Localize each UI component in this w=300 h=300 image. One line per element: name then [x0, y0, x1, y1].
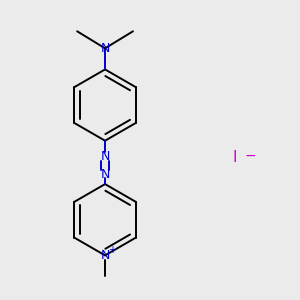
Text: N: N: [100, 150, 110, 163]
Text: N: N: [100, 249, 110, 262]
Text: −: −: [245, 149, 256, 163]
Text: N: N: [100, 42, 110, 55]
Text: N: N: [100, 168, 110, 181]
Text: I: I: [233, 150, 238, 165]
Text: +: +: [108, 245, 116, 255]
